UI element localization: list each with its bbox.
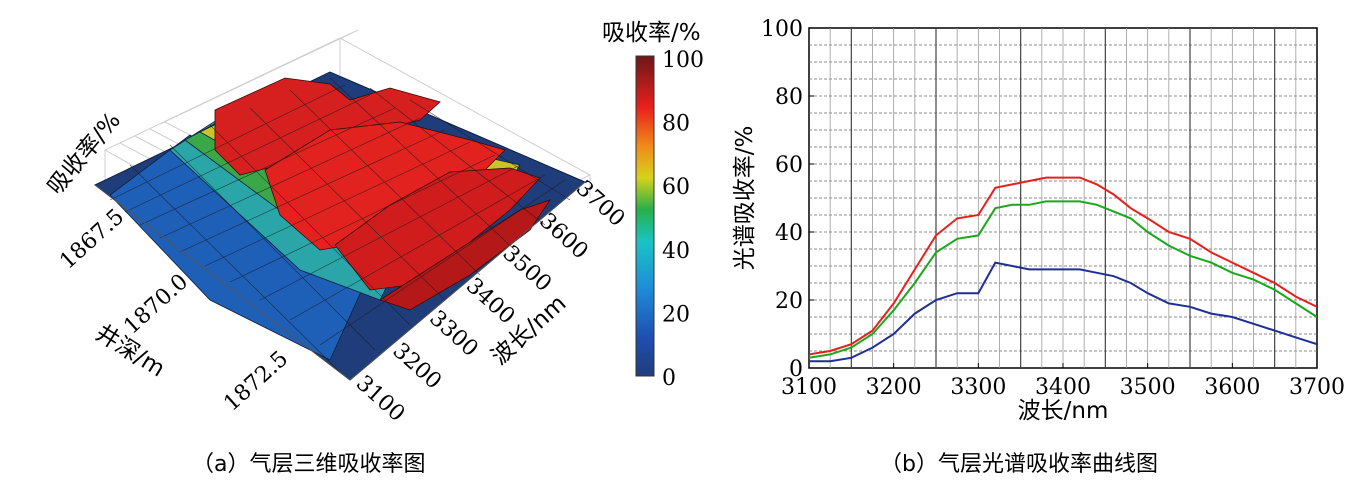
series-group [809, 176, 1317, 363]
x-tick-label: 3600 [1204, 375, 1260, 400]
colorbar-tick-label: 20 [662, 302, 690, 327]
wave-tick-label: 3200 [388, 338, 446, 394]
series-line [809, 261, 1317, 363]
wave-tick-label: 3100 [351, 371, 409, 427]
plot-grid [809, 28, 1317, 368]
x-tick-label: 3100 [781, 375, 837, 400]
y-tick-group: 0 20 40 60 80 100 [761, 17, 814, 382]
x-tick-label: 3200 [866, 375, 922, 400]
surface-ridge-3 [334, 167, 541, 291]
wave-tick-label: 3500 [498, 241, 556, 297]
colorbar-tick-label: 80 [662, 112, 690, 137]
surface-ridge-4 [379, 199, 551, 311]
colorbar-title: 吸收率/% [602, 20, 701, 46]
wave-axis-line [349, 181, 586, 381]
series-line [809, 176, 1317, 356]
depth-tick-label: 1872.5 [219, 346, 293, 416]
depth-axis-line [94, 184, 351, 381]
wave-tick-label: 3700 [571, 176, 629, 232]
colorbar-tick-label: 100 [662, 48, 704, 73]
panel-b-line-chart: 3100 3200 3300 3400 3500 3600 3700 0 20 40 60 80 10… [732, 17, 1345, 424]
wave-tick-label: 3300 [424, 306, 482, 362]
y-tick-label: 100 [761, 17, 803, 42]
x-tick-label: 3700 [1289, 375, 1345, 400]
wave-tick-label: 3600 [534, 208, 592, 264]
wave-tick-label: 3400 [461, 273, 519, 329]
y-axis-label: 光谱吸收率/% [732, 126, 758, 271]
x-tick-group: 3100 3200 3300 3400 3500 3600 3700 [781, 363, 1345, 400]
y-tick-label: 0 [789, 357, 803, 382]
caption-panel-b: （b）气层光谱吸收率曲线图 [880, 452, 1158, 477]
surface-mesh [109, 77, 571, 373]
y-tick-label: 20 [775, 289, 803, 314]
x-axis-label: 波长/nm [1018, 398, 1109, 424]
colorbar-tick-group: 100 80 60 40 20 0 [662, 48, 704, 391]
colorbar-tick-label: 40 [662, 239, 690, 264]
x-tick-label: 3500 [1120, 375, 1176, 400]
colorbar-tick-label: 60 [662, 175, 690, 200]
y-tick-label: 40 [775, 221, 803, 246]
colorbar-tick-label: 0 [662, 366, 676, 391]
depth-tick-label: 1867.5 [55, 204, 129, 274]
x-tick-label: 3300 [950, 375, 1006, 400]
x-tick-label: 3400 [1035, 375, 1091, 400]
series-line [809, 200, 1317, 359]
depth-tick-label: 1870.0 [119, 269, 193, 339]
caption-panel-a: （a）气层三维吸收率图 [192, 452, 426, 477]
y-tick-label: 80 [775, 85, 803, 110]
y-tick-label: 60 [775, 153, 803, 178]
colorbar [635, 55, 655, 377]
